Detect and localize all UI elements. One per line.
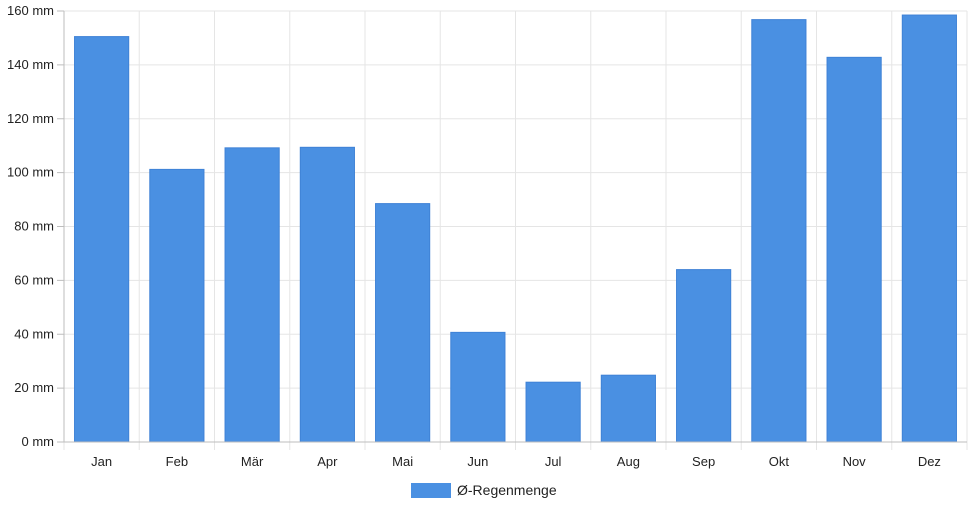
legend[interactable]: Ø-Regenmenge — [411, 482, 557, 498]
bar-dez[interactable] — [901, 14, 957, 443]
x-tick-label: Jun — [467, 454, 488, 469]
bar-sep[interactable] — [676, 269, 732, 443]
x-tick-label: Nov — [843, 454, 867, 469]
y-tick-label: 60 mm — [14, 272, 54, 287]
bar-apr[interactable] — [299, 146, 355, 443]
bar-okt[interactable] — [751, 19, 807, 443]
x-tick-label: Jul — [545, 454, 562, 469]
x-tick-label: Aug — [617, 454, 640, 469]
legend-label[interactable]: Ø-Regenmenge — [457, 482, 557, 498]
y-tick-label: 160 mm — [7, 3, 54, 18]
legend-swatch[interactable] — [411, 483, 451, 498]
bar-nov[interactable] — [826, 56, 882, 443]
x-tick-label: Mär — [241, 454, 264, 469]
bar-mai[interactable] — [375, 203, 431, 443]
x-tick-label: Sep — [692, 454, 715, 469]
bar-aug[interactable] — [600, 374, 656, 443]
x-tick-label: Mai — [392, 454, 413, 469]
bar-mär[interactable] — [224, 147, 280, 443]
bar-jul[interactable] — [525, 381, 581, 443]
x-tick-label: Okt — [769, 454, 790, 469]
y-tick-label: 120 mm — [7, 111, 54, 126]
y-tick-label: 80 mm — [14, 219, 54, 234]
y-tick-label: 100 mm — [7, 165, 54, 180]
x-tick-label: Jan — [91, 454, 112, 469]
x-tick-label: Feb — [166, 454, 188, 469]
bar-feb[interactable] — [149, 168, 205, 443]
bar-jan[interactable] — [74, 36, 130, 443]
y-tick-label: 140 mm — [7, 57, 54, 72]
y-tick-label: 40 mm — [14, 326, 54, 341]
bar-jun[interactable] — [450, 331, 506, 443]
x-tick-label: Dez — [918, 454, 941, 469]
y-tick-label: 20 mm — [14, 380, 54, 395]
axes — [57, 10, 967, 443]
x-tick-labels: Jan Feb Mär Apr Mai Jun Jul Aug Sep Okt Nov Dez — [91, 454, 941, 469]
grid-lines — [63, 10, 968, 450]
y-tick-labels: 0 mm 20 mm 40 mm 60 mm 80 mm 100 mm 120 mm 140 … — [7, 3, 54, 449]
bar-series — [74, 14, 957, 443]
x-tick-label: Apr — [317, 454, 338, 469]
y-tick-label: 0 mm — [22, 434, 55, 449]
